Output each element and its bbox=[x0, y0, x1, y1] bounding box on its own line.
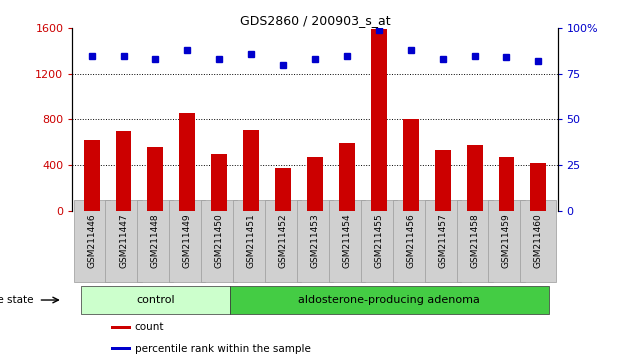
Text: control: control bbox=[136, 295, 175, 305]
Bar bbox=[307, 157, 323, 211]
Bar bbox=[275, 169, 291, 211]
Text: count: count bbox=[135, 322, 164, 332]
Bar bbox=[180, 113, 195, 211]
Bar bbox=[112, 347, 130, 350]
FancyBboxPatch shape bbox=[81, 286, 230, 314]
Bar bbox=[211, 154, 227, 211]
Bar bbox=[147, 147, 163, 211]
Bar bbox=[371, 29, 387, 211]
FancyBboxPatch shape bbox=[230, 286, 549, 314]
Bar bbox=[530, 163, 546, 211]
Bar bbox=[435, 150, 450, 211]
Bar bbox=[498, 157, 515, 211]
Bar bbox=[403, 120, 419, 211]
Bar bbox=[243, 130, 259, 211]
Bar bbox=[467, 144, 483, 211]
Text: percentile rank within the sample: percentile rank within the sample bbox=[135, 344, 311, 354]
Bar bbox=[339, 143, 355, 211]
Bar bbox=[84, 140, 100, 211]
Text: aldosterone-producing adenoma: aldosterone-producing adenoma bbox=[299, 295, 480, 305]
Title: GDS2860 / 200903_s_at: GDS2860 / 200903_s_at bbox=[239, 14, 391, 27]
Bar bbox=[112, 326, 130, 329]
Bar bbox=[115, 131, 132, 211]
Text: disease state: disease state bbox=[0, 295, 33, 305]
